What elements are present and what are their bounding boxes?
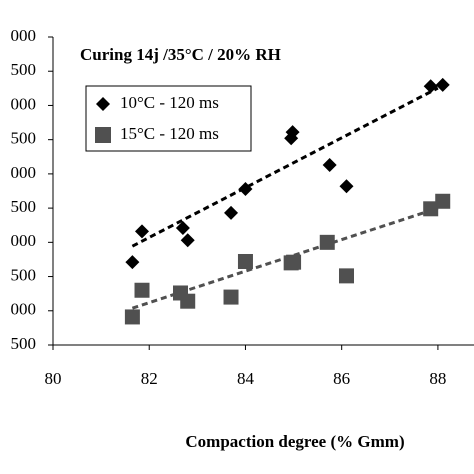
y-tick-label: 000	[11, 231, 37, 250]
chart-title: Curing 14j /35°C / 20% RH	[80, 45, 281, 64]
legend-marker	[96, 97, 110, 111]
y-tick-label: 500	[11, 197, 37, 216]
y-tick-label: 000	[11, 300, 37, 319]
point	[238, 181, 253, 196]
legend-marker	[95, 127, 111, 143]
x-tick-label: 86	[333, 369, 350, 388]
x-tick-label: 80	[45, 369, 62, 388]
point	[135, 224, 150, 239]
y-tick-label: 500	[11, 334, 37, 353]
legend-label: 15°C - 120 ms	[120, 124, 219, 143]
point	[180, 293, 196, 309]
point	[124, 309, 140, 325]
point	[125, 255, 140, 270]
point	[319, 234, 335, 250]
point	[435, 193, 451, 209]
point	[322, 157, 337, 172]
y-tick-label: 000	[11, 26, 37, 45]
legend-box	[85, 85, 252, 152]
point	[175, 220, 190, 235]
x-tick-label: 82	[141, 369, 158, 388]
y-tick-label: 500	[11, 129, 37, 148]
point	[339, 179, 354, 194]
legend-label: 10°C - 120 ms	[120, 93, 219, 112]
point	[435, 77, 450, 92]
trendline	[131, 86, 439, 248]
point	[423, 79, 438, 94]
y-tick-label: 000	[11, 94, 37, 113]
point	[134, 282, 150, 298]
x-tick-label: 84	[237, 369, 255, 388]
point	[285, 125, 300, 140]
y-tick-label: 500	[11, 265, 37, 284]
point	[224, 205, 239, 220]
point	[180, 233, 195, 248]
point	[338, 268, 354, 284]
point	[223, 289, 239, 305]
point	[423, 201, 439, 217]
y-tick-label: 000	[11, 163, 37, 182]
x-tick-label: 88	[429, 369, 446, 388]
point	[286, 254, 302, 270]
x-axis-label: Compaction degree (% Gmm)	[185, 432, 404, 451]
y-tick-label: 500	[11, 60, 37, 79]
point	[237, 253, 253, 269]
